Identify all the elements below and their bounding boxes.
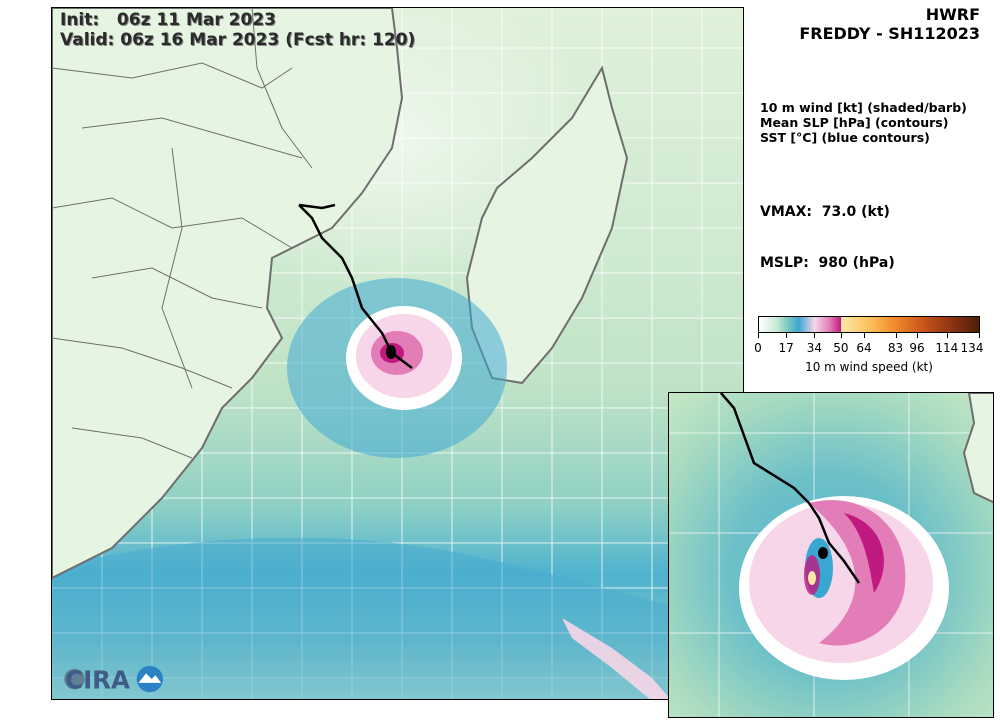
storm-track-start <box>298 203 336 210</box>
storm-stats: VMAX: 73.0 (kt) MSLP: 980 (hPa) <box>760 170 895 289</box>
colorbar-tick <box>840 333 842 338</box>
valid-line: Valid: 06z 16 Mar 2023 (Fcst hr: 120) <box>60 30 416 50</box>
init-line: Init: 06z 11 Mar 2023 <box>60 10 276 30</box>
storm-wind-field <box>287 278 507 458</box>
cira-logo: CIRA <box>64 665 163 694</box>
model-name: HWRF <box>925 5 980 24</box>
legend-line: 10 m wind [kt] (shaded/barb) <box>760 100 967 115</box>
coastal-strip <box>562 618 671 699</box>
legend-line: SST [°C] (blue contours) <box>760 130 930 145</box>
colorbar-tick <box>946 333 948 338</box>
colorbar-tick-label: 114 <box>935 341 959 355</box>
inset-storm-track <box>720 393 861 584</box>
colorbar <box>758 316 980 333</box>
variable-legend: 10 m wind [kt] (shaded/barb) Mean SLP [h… <box>760 100 967 145</box>
colorbar-tick <box>758 333 759 338</box>
map-layer <box>52 8 743 699</box>
legend-line: Mean SLP [hPa] (contours) <box>760 115 949 130</box>
inset-storm-center <box>818 547 828 559</box>
country-borders <box>52 8 313 459</box>
colorbar-tick-label: 34 <box>806 341 822 355</box>
inset-layer <box>669 393 993 717</box>
storm-name: FREDDY - SH112023 <box>799 24 980 43</box>
colorbar-tick-label: 134 <box>960 341 984 355</box>
colorbar-tick <box>786 333 788 338</box>
inset-storm-wind-field <box>739 496 949 680</box>
colorbar-tick-label: 17 <box>778 341 794 355</box>
colorbar-tick-label: 0 <box>754 341 762 355</box>
colorbar-tick <box>814 333 816 338</box>
mslp-value: MSLP: 980 (hPa) <box>760 255 895 271</box>
colorbar-tick <box>864 333 866 338</box>
southern-wind-band <box>52 537 743 699</box>
colorbar-tick <box>917 333 919 338</box>
init-valid-label: Init: 06z 11 Mar 2023 Valid: 06z 16 Mar … <box>60 10 415 50</box>
title-block: HWRF FREDDY - SH112023 <box>799 5 980 43</box>
colorbar-tick-label: 96 <box>909 341 925 355</box>
storm-center-marker <box>386 345 396 359</box>
colorbar-tick <box>979 333 980 338</box>
africa-landmass <box>52 8 404 580</box>
logo-text: CIRA <box>65 665 130 694</box>
inset-zoom-map <box>668 392 994 718</box>
inset-madagascar-coast <box>962 393 993 504</box>
colorbar-ticks <box>758 333 980 341</box>
main-map <box>51 7 744 700</box>
colorbar-tick-label: 64 <box>856 341 872 355</box>
vmax-value: VMAX: 73.0 (kt) <box>760 204 890 220</box>
colorbar-tick-label: 50 <box>833 341 849 355</box>
colorbar-title: 10 m wind speed (kt) <box>805 360 933 374</box>
colorbar-tick <box>895 333 897 338</box>
colorbar-tick-label: 83 <box>887 341 904 355</box>
